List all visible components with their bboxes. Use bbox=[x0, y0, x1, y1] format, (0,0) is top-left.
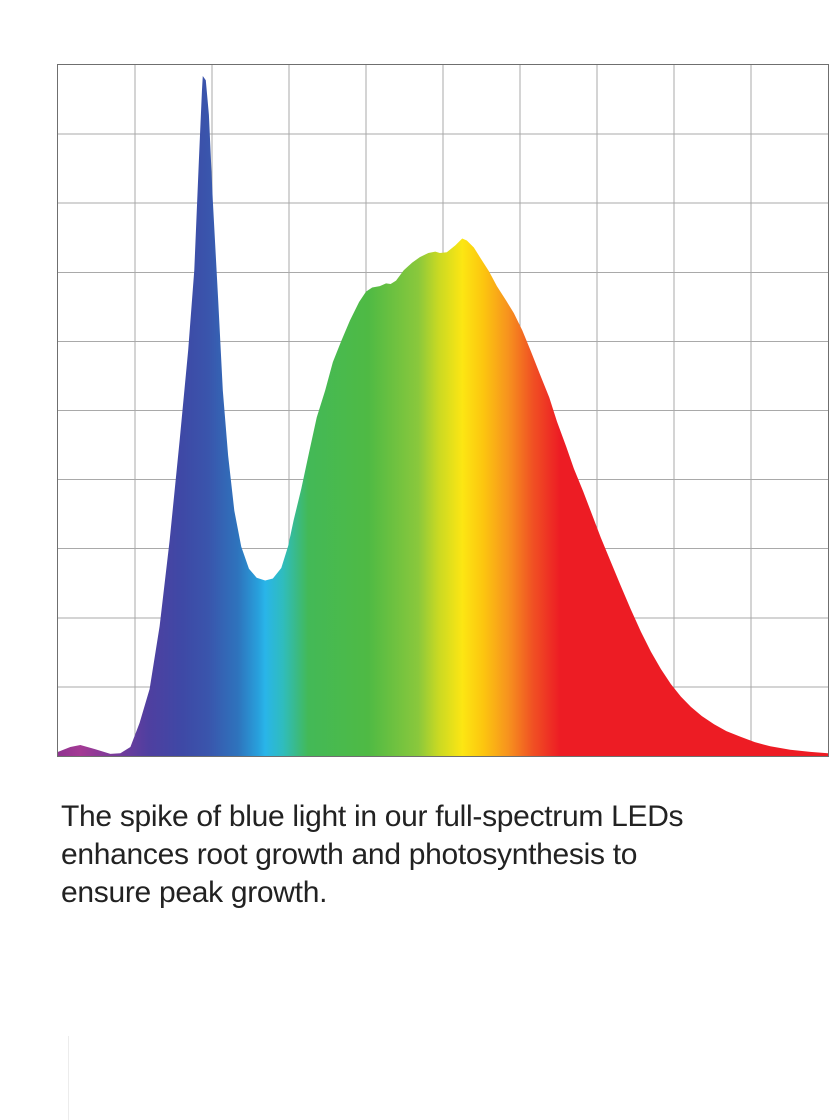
caption-line: enhances root growth and photosynthesis … bbox=[61, 838, 638, 871]
caption: The spike of blue light in our full-spec… bbox=[61, 798, 801, 912]
page-edge-artifact-line bbox=[68, 1036, 69, 1120]
caption-line: ensure peak growth. bbox=[61, 876, 328, 909]
spectrum-chart-svg bbox=[58, 65, 828, 756]
spectrum-chart bbox=[57, 64, 829, 757]
caption-line: The spike of blue light in our full-spec… bbox=[61, 800, 684, 833]
spectrum-area bbox=[58, 76, 828, 756]
